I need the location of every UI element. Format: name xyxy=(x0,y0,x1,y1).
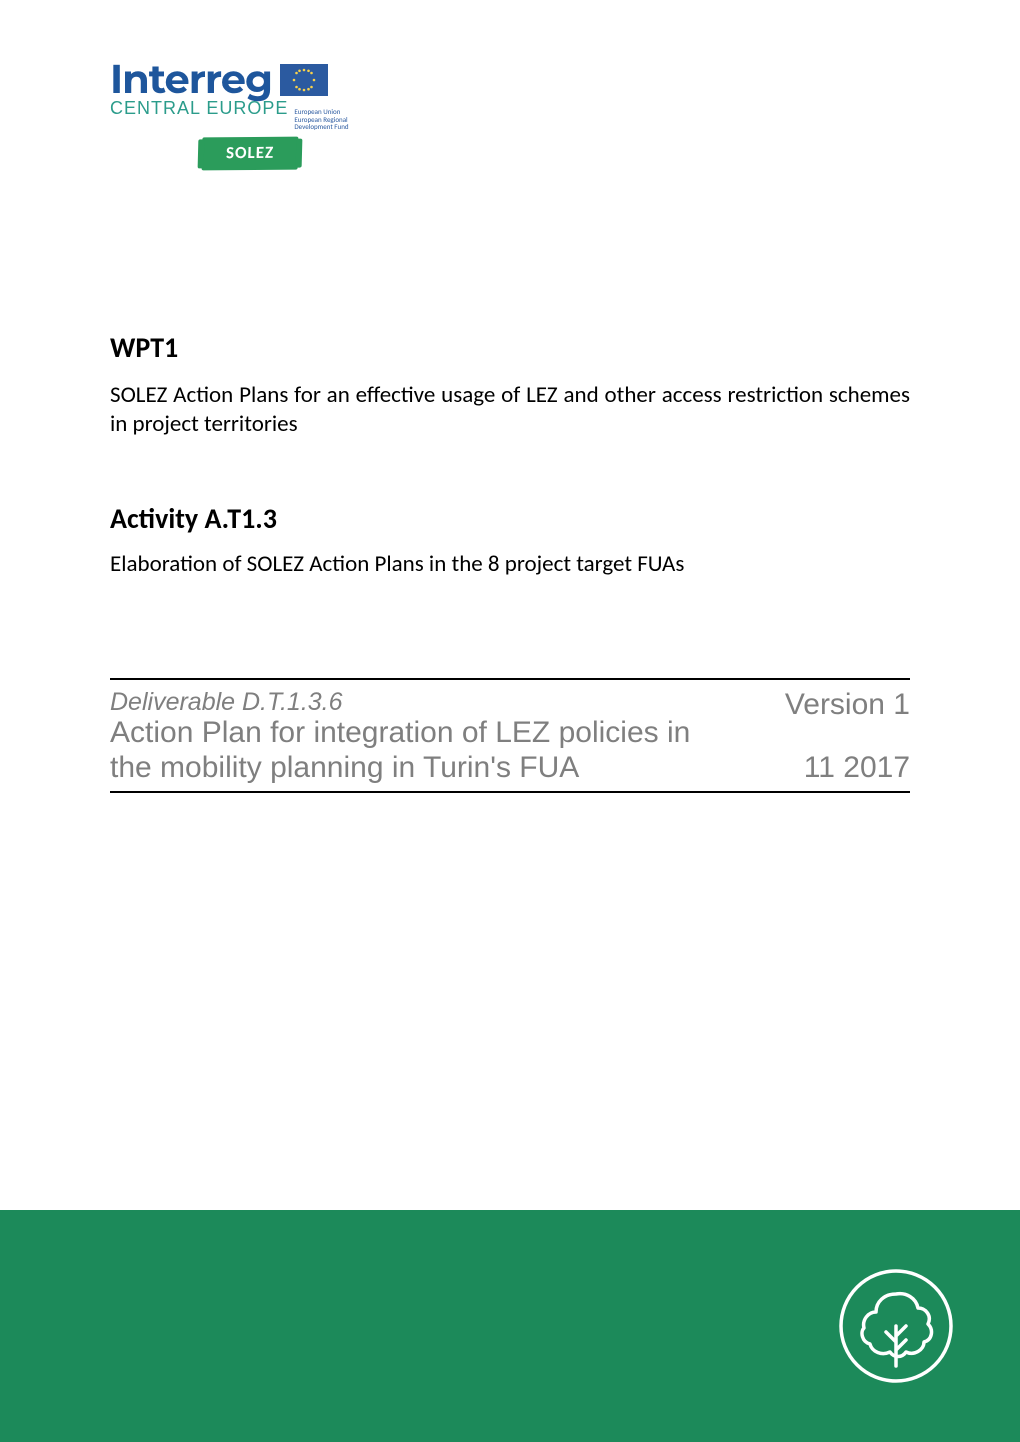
logo-row-2: CENTRAL EUROPE European Union European R… xyxy=(110,98,390,131)
logo-row-1: Interreg xyxy=(110,55,390,104)
deliverable-box: Deliverable D.T.1.3.6 Action Plan for in… xyxy=(110,678,910,794)
activity-body: Elaboration of SOLEZ Action Plans in the… xyxy=(110,550,910,578)
deliverable-title: Action Plan for integration of LEZ polic… xyxy=(110,715,730,786)
page-content: Interreg CENTRAL EUROPE Eu xyxy=(0,0,1020,1210)
wpt1-body: SOLEZ Action Plans for an effective usag… xyxy=(110,381,910,439)
deliverable-left: Deliverable D.T.1.3.6 Action Plan for in… xyxy=(110,680,730,792)
central-europe-text: CENTRAL EUROPE xyxy=(110,98,288,119)
solez-badge: SOLEZ xyxy=(202,137,299,171)
footer-band xyxy=(0,1210,1020,1442)
deliverable-date: 11 2017 xyxy=(730,751,910,785)
deliverable-right: Version 1 11 2017 xyxy=(730,680,910,792)
wpt1-heading: WPT1 xyxy=(110,330,910,365)
activity-heading: Activity A.T1.3 xyxy=(110,501,910,536)
solez-badge-wrap: SOLEZ xyxy=(110,137,390,170)
deliverable-version: Version 1 xyxy=(730,688,910,722)
eu-flag-icon xyxy=(280,64,328,96)
interreg-logo: Interreg CENTRAL EUROPE Eu xyxy=(110,55,390,170)
interreg-wordmark: Interreg xyxy=(110,55,272,104)
section-activity: Activity A.T1.3 Elaboration of SOLEZ Act… xyxy=(110,501,910,578)
eu-line3: Development Fund xyxy=(294,122,348,131)
deliverable-code: Deliverable D.T.1.3.6 xyxy=(110,688,730,717)
eu-fund-text: European Union European Regional Develop… xyxy=(294,108,348,131)
section-wpt1: WPT1 SOLEZ Action Plans for an effective… xyxy=(110,330,910,439)
tree-icon xyxy=(836,1266,956,1386)
